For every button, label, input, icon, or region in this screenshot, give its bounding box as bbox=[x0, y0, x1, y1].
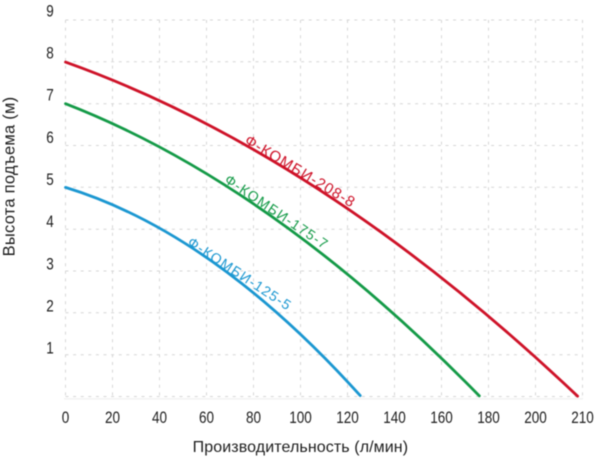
svg-text:200: 200 bbox=[524, 409, 547, 428]
svg-text:8: 8 bbox=[46, 44, 54, 63]
svg-text:6: 6 bbox=[46, 129, 54, 148]
svg-text:Производительность (л/мин): Производительность (л/мин) bbox=[193, 439, 409, 456]
svg-text:80: 80 bbox=[246, 409, 261, 428]
svg-text:140: 140 bbox=[383, 409, 406, 428]
svg-text:Высота подъема (м): Высота подъема (м) bbox=[1, 97, 19, 257]
svg-text:0: 0 bbox=[62, 409, 70, 428]
svg-text:120: 120 bbox=[336, 409, 359, 428]
svg-text:5: 5 bbox=[46, 171, 54, 190]
svg-text:160: 160 bbox=[430, 409, 453, 428]
svg-text:210: 210 bbox=[571, 409, 594, 428]
svg-text:100: 100 bbox=[289, 409, 312, 428]
svg-text:9: 9 bbox=[46, 2, 54, 21]
svg-text:Ф-КОМБИ-125-5: Ф-КОМБИ-125-5 bbox=[185, 234, 295, 314]
svg-text:40: 40 bbox=[152, 409, 167, 428]
svg-text:7: 7 bbox=[46, 86, 54, 105]
svg-text:2: 2 bbox=[46, 297, 54, 316]
svg-text:4: 4 bbox=[46, 213, 54, 232]
svg-text:1: 1 bbox=[46, 339, 54, 358]
svg-text:20: 20 bbox=[105, 409, 120, 428]
svg-text:180: 180 bbox=[477, 409, 500, 428]
svg-text:3: 3 bbox=[46, 255, 54, 274]
svg-text:60: 60 bbox=[199, 409, 214, 428]
